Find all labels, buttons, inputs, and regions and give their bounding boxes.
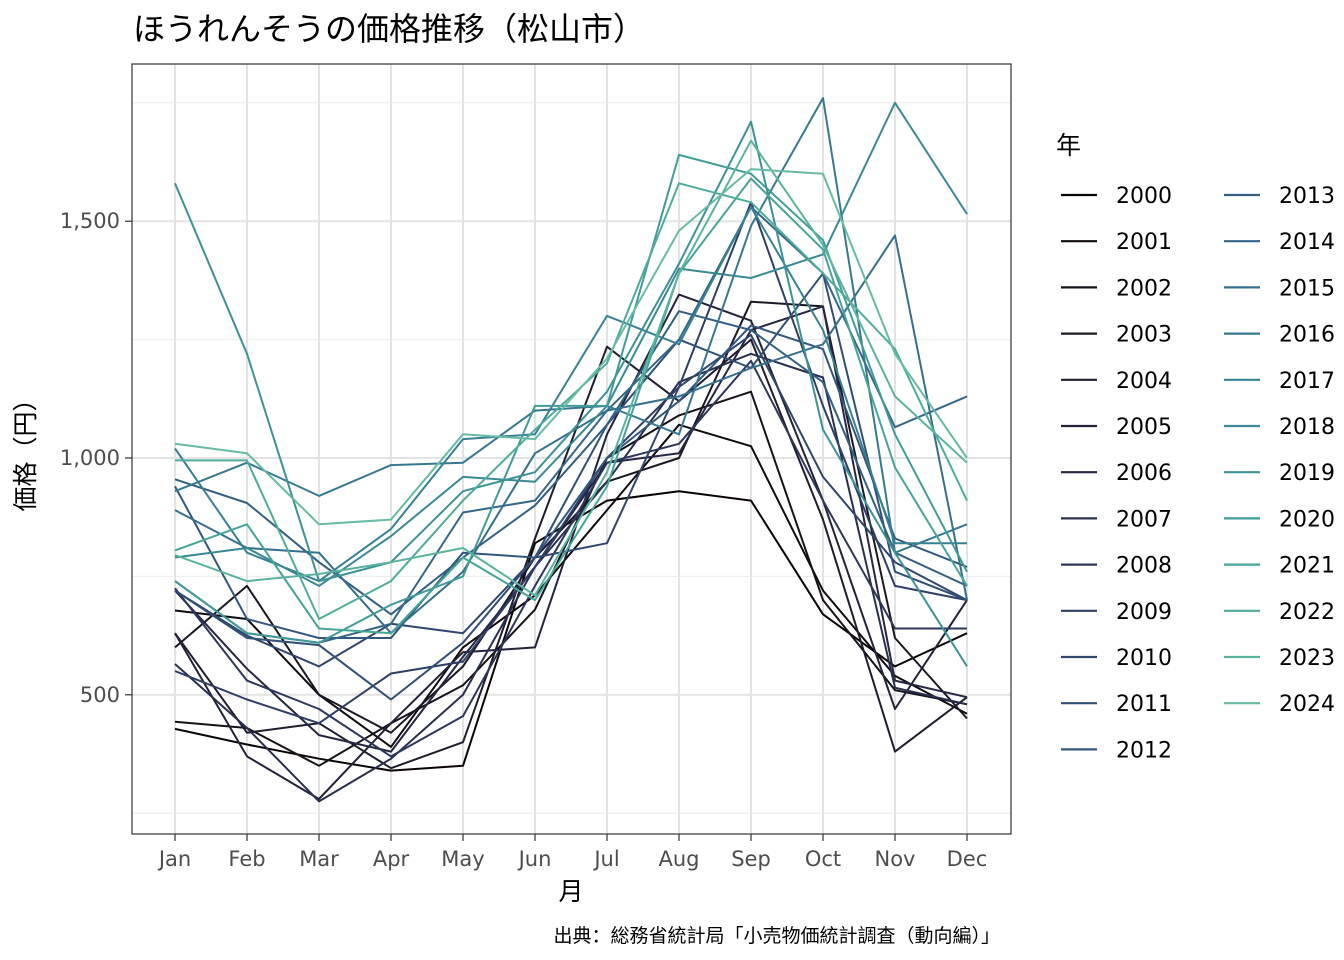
legend: 年 2000 2001 2002 2003 2004 2005 2006 2007 2008 20… — [1056, 131, 1335, 763]
series-line-2018 — [174, 101, 968, 587]
series-line-2010 — [174, 333, 968, 668]
legend-label-2024: 2024 — [1279, 692, 1335, 717]
source-caption: 出典：総務省統計局「小売物価統計調査（動向編）」 — [553, 925, 1000, 947]
legend-label-2012: 2012 — [1116, 738, 1172, 763]
legend-label-2004: 2004 — [1116, 369, 1172, 394]
x-tick-label-feb: Feb — [228, 847, 265, 871]
legend-label-2011: 2011 — [1116, 692, 1172, 717]
legend-label-2017: 2017 — [1279, 369, 1335, 394]
x-axis-title: 月 — [558, 877, 583, 906]
legend-label-2003: 2003 — [1116, 323, 1172, 348]
x-tick-label-oct: Oct — [805, 847, 841, 871]
series-line-2023 — [174, 139, 968, 597]
series-line-2011 — [174, 272, 968, 701]
series-line-2001 — [174, 423, 968, 748]
series-line-2000 — [174, 490, 968, 772]
x-tick-label-may: May — [441, 847, 484, 871]
x-tick-label-jun: Jun — [517, 847, 552, 871]
chart-title: ほうれんそうの価格推移（松山市） — [133, 10, 645, 48]
legend-label-2005: 2005 — [1116, 415, 1172, 440]
series-lines — [174, 97, 968, 803]
x-tick-label-jul: Jul — [592, 847, 619, 871]
series-line-2019 — [174, 120, 968, 667]
series-line-2022 — [175, 182, 968, 620]
x-tick-label-mar: Mar — [299, 847, 339, 871]
legend-label-2020: 2020 — [1279, 507, 1335, 532]
series-line-2003 — [174, 300, 968, 734]
legend-label-2000: 2000 — [1116, 184, 1172, 209]
legend-label-2022: 2022 — [1279, 600, 1335, 625]
series-line-2016 — [174, 97, 968, 554]
series-line-2024 — [174, 168, 968, 526]
legend-label-2016: 2016 — [1279, 323, 1335, 348]
series-line-2012 — [174, 324, 968, 639]
x-tick-label-jan: Jan — [157, 847, 191, 871]
y-tick-label: 1,000 — [60, 446, 120, 470]
x-tick-label-nov: Nov — [875, 847, 916, 871]
x-tick-label-aug: Aug — [658, 847, 699, 871]
x-tick-label-apr: Apr — [373, 847, 410, 871]
y-axis-title: 価格（円） — [11, 386, 40, 511]
axes: Jan Feb Mar Apr May Jun Jul Aug Sep Oct Nov Dec 500 1… — [60, 209, 987, 871]
legend-label-2002: 2002 — [1116, 276, 1172, 301]
legend-label-2009: 2009 — [1116, 600, 1172, 625]
legend-label-2015: 2015 — [1279, 276, 1335, 301]
legend-label-2013: 2013 — [1279, 184, 1335, 209]
series-line-2017 — [174, 206, 967, 583]
legend-label-2007: 2007 — [1116, 507, 1172, 532]
legend-label-2014: 2014 — [1279, 230, 1335, 255]
legend-label-2006: 2006 — [1116, 461, 1172, 486]
series-line-2008 — [174, 359, 967, 758]
x-tick-label-sep: Sep — [731, 847, 771, 871]
legend-label-2018: 2018 — [1279, 415, 1335, 440]
x-tick-label-dec: Dec — [947, 847, 988, 871]
legend-label-2021: 2021 — [1279, 554, 1335, 579]
series-line-2009 — [174, 201, 968, 725]
series-line-2005 — [174, 293, 968, 800]
legend-title: 年 — [1056, 131, 1081, 160]
legend-label-2019: 2019 — [1279, 461, 1335, 486]
y-tick-label: 1,500 — [60, 209, 120, 233]
series-line-2006 — [174, 305, 968, 753]
plot-border — [131, 63, 1012, 835]
gridlines — [132, 64, 1011, 834]
legend-label-2010: 2010 — [1116, 646, 1172, 671]
y-tick-label: 500 — [80, 683, 120, 707]
legend-label-2001: 2001 — [1116, 230, 1172, 255]
legend-label-2008: 2008 — [1116, 554, 1172, 579]
legend-label-2023: 2023 — [1279, 646, 1335, 671]
